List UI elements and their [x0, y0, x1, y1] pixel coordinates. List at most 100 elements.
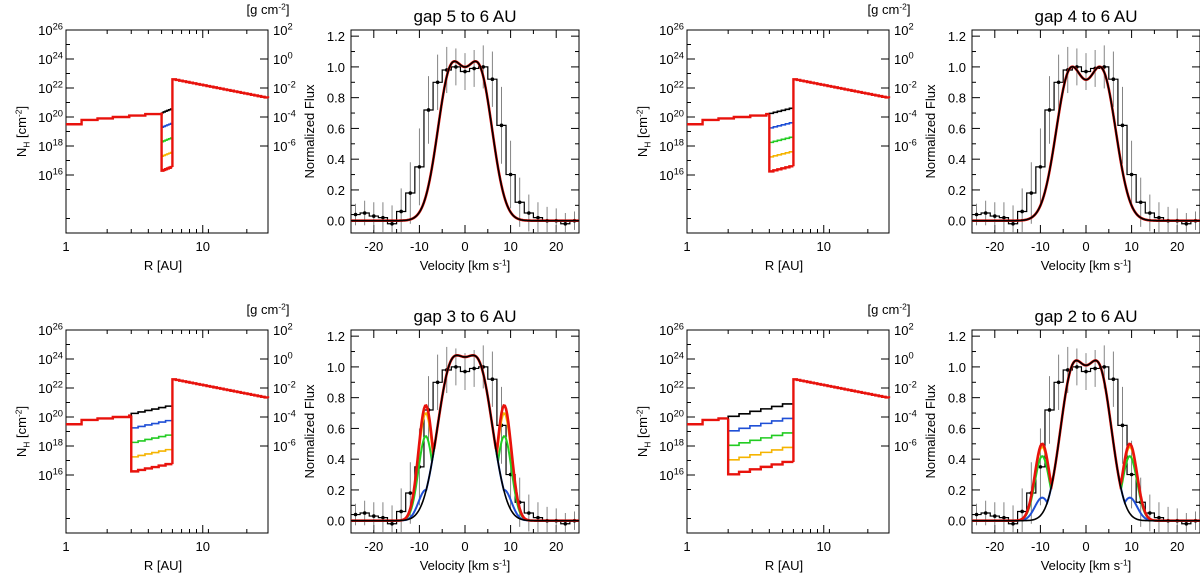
- y-tick-label: 0.2: [948, 483, 966, 498]
- x-tick-label: 0: [1082, 539, 1089, 554]
- y-tick-label: 0.8: [948, 91, 966, 106]
- density-panel-2: 1 10 1016 1018 1020 1022 1024 1026 10-6 10-4 10-2 1…: [634, 1, 916, 273]
- inner-disk-red: [687, 112, 770, 126]
- gap-series-blue: [768, 114, 794, 129]
- y-tick-label: 1024: [659, 51, 684, 67]
- x-axis-label: Velocity [km s-1​]: [420, 257, 511, 273]
- x-axis-label: R [AU]: [765, 558, 803, 573]
- model-curve-black: [972, 359, 1200, 522]
- x-tick-label: 10: [817, 539, 831, 554]
- y-tick-label: 1022: [659, 80, 684, 96]
- gap-series-green: [130, 415, 173, 444]
- y-tick-label: 1020: [659, 109, 684, 125]
- y2-tick-label: 10-4: [894, 109, 917, 125]
- profile-panel-7: -20 -10 0 10 20 0.0 0.2 0.4 0.6 0.8 1.0 1.2 gap 2 to…: [923, 307, 1200, 573]
- y-tick-label: 1018: [659, 438, 684, 454]
- outer-disk-red: [792, 378, 891, 462]
- x-tick-label: 1: [62, 539, 69, 554]
- model-curve-black: [351, 354, 579, 522]
- observed-spectrum: [351, 66, 579, 225]
- y2-tick-label: 102: [273, 322, 293, 338]
- y-tick-label: 0.6: [948, 121, 966, 136]
- y-tick-label: 1022: [659, 380, 684, 396]
- y2-tick-label: 10-4: [273, 409, 296, 425]
- y-tick-label: 1.2: [327, 329, 345, 344]
- y-tick-label: 1024: [659, 351, 684, 367]
- y2-tick-label: 102: [894, 22, 914, 38]
- gap-series-black: [130, 405, 173, 416]
- outer-disk-red: [171, 78, 270, 168]
- density-panel-0: 1 10 1016 1018 1020 1022 1024 1026 10-6 10-4 10-2 1…: [13, 1, 295, 273]
- gap-series-blue: [160, 112, 173, 128]
- y-tick-label: 1.2: [948, 29, 966, 44]
- gap-series-yellow: [727, 418, 794, 461]
- y-axis-label: Normalized Flux: [923, 84, 938, 178]
- x-axis-label: Velocity [km s-1​]: [420, 557, 511, 573]
- y-tick-label: 1026: [38, 22, 63, 38]
- x-tick-label: -10: [410, 239, 429, 254]
- gap-series-red: [726, 418, 794, 476]
- x-tick-label: 20: [549, 239, 563, 254]
- y2-tick-label: 102: [273, 22, 293, 38]
- y-tick-label: 0.8: [327, 391, 345, 406]
- y-tick-label: 0.6: [948, 421, 966, 436]
- y-tick-label: 0.6: [327, 121, 345, 136]
- x-tick-label: 10: [1124, 239, 1138, 254]
- x-tick-label: -20: [985, 239, 1004, 254]
- y-tick-label: 0.0: [948, 514, 966, 529]
- y-tick-label: 1016: [38, 467, 63, 483]
- y2-tick-label: 100: [273, 51, 293, 67]
- y2-tick-label: 10-4: [894, 409, 917, 425]
- x-tick-label: 1: [62, 239, 69, 254]
- y-tick-label: 1026: [38, 322, 63, 338]
- x-tick-label: 20: [1170, 539, 1184, 554]
- gap-series-blue: [130, 415, 173, 429]
- y-axis-label: NH​ [cm-2​]: [634, 406, 652, 457]
- x-tick-label: 0: [461, 539, 468, 554]
- panel-title: gap 5 to 6 AU: [413, 7, 516, 26]
- gap-series-red: [768, 114, 794, 173]
- x-axis-label: R [AU]: [144, 258, 182, 273]
- y-tick-label: 0.8: [327, 91, 345, 106]
- observed-spectrum: [972, 366, 1200, 525]
- x-axis-label: R [AU]: [765, 258, 803, 273]
- y2-tick-label: 10-6: [894, 438, 917, 454]
- model-curve-black: [351, 60, 579, 222]
- x-tick-label: 10: [503, 539, 517, 554]
- y2-tick-label: 10-6: [273, 138, 296, 154]
- y-axis-label: Normalized Flux: [923, 384, 938, 478]
- y-tick-label: 1.0: [948, 60, 966, 75]
- gap-series-black: [768, 107, 794, 115]
- y-tick-label: 1.0: [327, 60, 345, 75]
- y-tick-label: 0.4: [327, 152, 345, 167]
- y-tick-label: 1016: [659, 467, 684, 483]
- density-panel-6: 1 10 1016 1018 1020 1022 1024 1026 10-6 10-4 10-2 1…: [634, 301, 916, 573]
- gap-series-yellow: [768, 114, 794, 158]
- gap-series-blue: [727, 417, 794, 432]
- y-tick-label: 0.4: [327, 452, 345, 467]
- y-tick-label: 1018: [38, 138, 63, 154]
- y-tick-label: 1.2: [948, 329, 966, 344]
- inner-disk-red: [687, 417, 729, 426]
- y-tick-label: 1.0: [327, 360, 345, 375]
- y2-tick-label: 100: [894, 51, 914, 67]
- density-panel-4: 1 10 1016 1018 1020 1022 1024 1026 10-6 10-4 10-2 1…: [13, 301, 295, 573]
- plot-frame: [65, 29, 269, 234]
- y-tick-label: 0.2: [327, 483, 345, 498]
- inner-disk-red: [66, 414, 132, 426]
- y2-axis-label: [g cm-2​]: [868, 1, 911, 17]
- y-tick-label: 0.4: [948, 152, 966, 167]
- x-tick-label: 10: [817, 239, 831, 254]
- y-tick-label: 1.0: [948, 360, 966, 375]
- y-tick-label: 1026: [659, 22, 684, 38]
- y-tick-label: 1018: [38, 438, 63, 454]
- plot-frame: [65, 329, 269, 534]
- y-tick-label: 1016: [38, 167, 63, 183]
- profile-panel-5: -20 -10 0 10 20 0.0 0.2 0.4 0.6 0.8 1.0 1.2 gap 3 to…: [302, 307, 580, 573]
- x-tick-label: 10: [503, 239, 517, 254]
- y-tick-label: 0.4: [948, 452, 966, 467]
- x-tick-label: 10: [196, 239, 210, 254]
- x-tick-label: 1: [683, 239, 690, 254]
- y-axis-label: NH​ [cm-2​]: [13, 106, 31, 157]
- y-tick-label: 0.0: [948, 214, 966, 229]
